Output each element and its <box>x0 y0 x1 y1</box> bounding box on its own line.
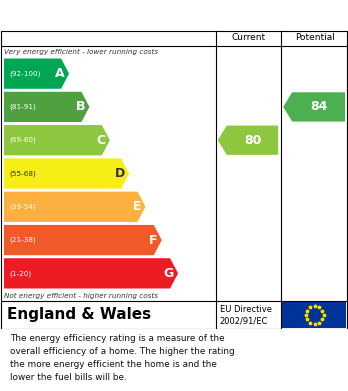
Text: Energy Efficiency Rating: Energy Efficiency Rating <box>63 7 285 23</box>
Polygon shape <box>4 192 145 222</box>
Text: 84: 84 <box>310 100 327 113</box>
Text: (69-80): (69-80) <box>9 137 36 143</box>
Text: A: A <box>55 67 65 80</box>
Text: B: B <box>76 100 85 113</box>
Text: Very energy efficient - lower running costs: Very energy efficient - lower running co… <box>4 48 158 55</box>
Text: The energy efficiency rating is a measure of the
overall efficiency of a home. T: The energy efficiency rating is a measur… <box>10 334 235 382</box>
Bar <box>282 302 346 328</box>
Polygon shape <box>4 92 89 122</box>
Text: (55-68): (55-68) <box>9 170 36 177</box>
Text: (92-100): (92-100) <box>9 70 40 77</box>
Text: C: C <box>97 134 106 147</box>
Text: 80: 80 <box>244 134 261 147</box>
Text: (21-38): (21-38) <box>9 237 36 243</box>
Text: D: D <box>115 167 125 180</box>
Text: G: G <box>164 267 174 280</box>
Text: F: F <box>149 233 158 247</box>
Polygon shape <box>4 158 129 188</box>
Text: E: E <box>133 200 142 213</box>
Polygon shape <box>4 225 162 255</box>
Text: England & Wales: England & Wales <box>7 307 152 323</box>
Text: Current: Current <box>231 34 266 43</box>
Polygon shape <box>4 258 178 289</box>
Text: (1-20): (1-20) <box>9 270 31 276</box>
Text: (81-91): (81-91) <box>9 104 36 110</box>
Text: (39-54): (39-54) <box>9 204 36 210</box>
Text: Potential: Potential <box>295 34 334 43</box>
Polygon shape <box>283 92 345 122</box>
Text: EU Directive
2002/91/EC: EU Directive 2002/91/EC <box>220 305 272 325</box>
Polygon shape <box>4 59 69 89</box>
Polygon shape <box>4 125 110 155</box>
Text: Not energy efficient - higher running costs: Not energy efficient - higher running co… <box>4 292 158 299</box>
Polygon shape <box>218 126 278 155</box>
